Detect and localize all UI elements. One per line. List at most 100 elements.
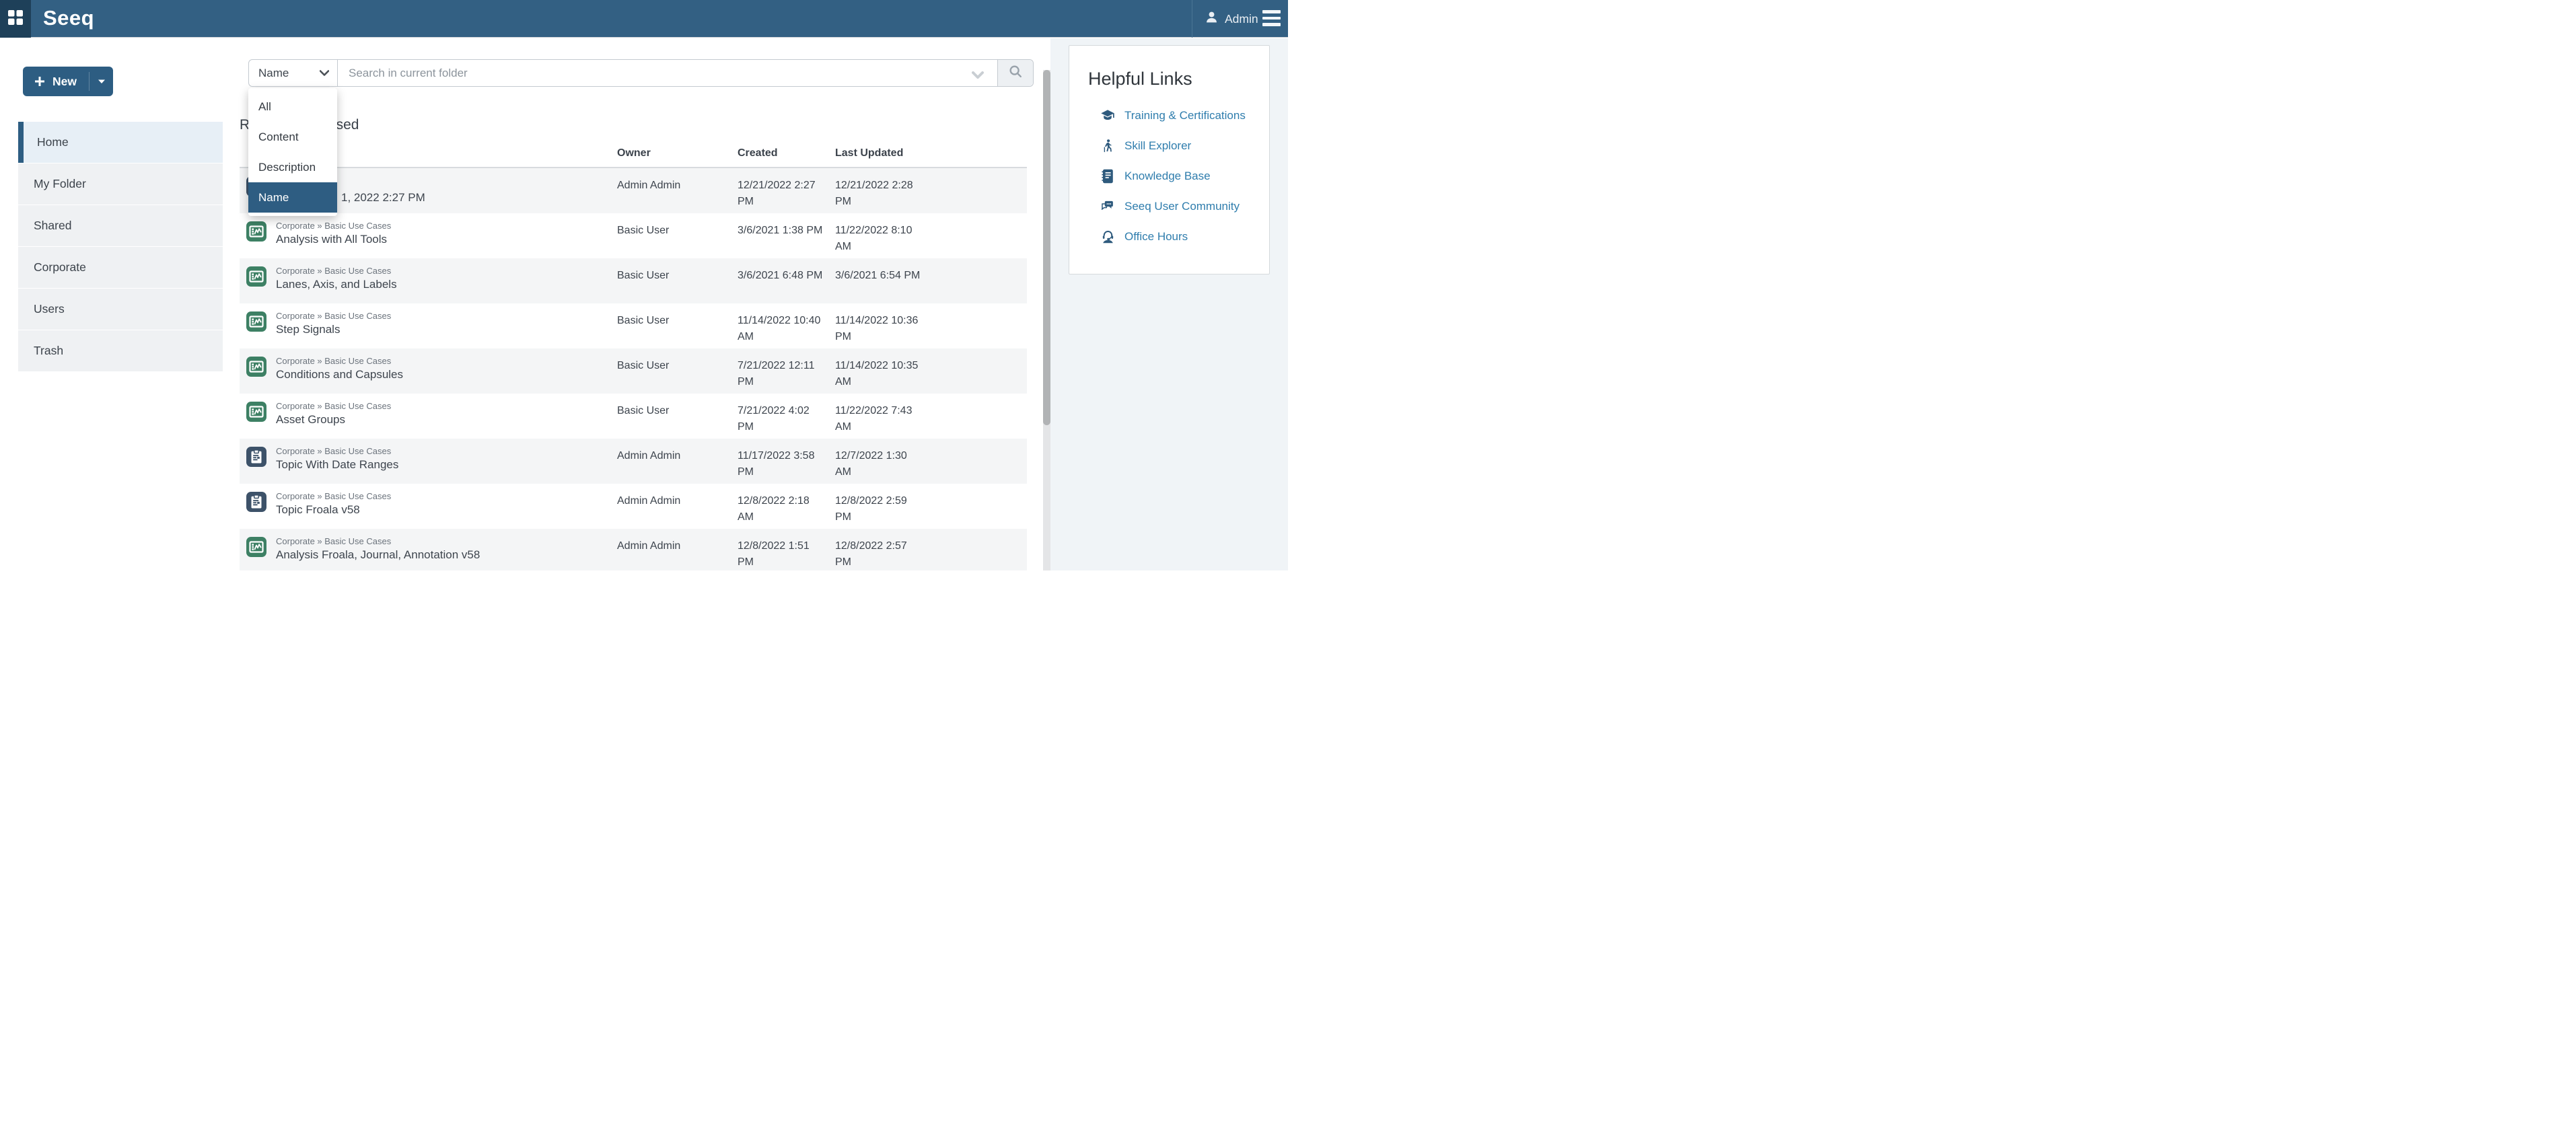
journal-icon bbox=[1102, 169, 1113, 183]
helpful-link-office-hours[interactable]: Office Hours bbox=[1069, 221, 1269, 252]
filter-menu-option-content[interactable]: Content bbox=[258, 130, 299, 143]
table-row[interactable]: Corporate » Basic Use Cases Asset Groups… bbox=[240, 394, 1027, 439]
item-owner: Basic User bbox=[617, 270, 670, 281]
item-name[interactable]: Asset Groups bbox=[276, 413, 345, 426]
item-owner: Basic User bbox=[617, 225, 670, 236]
item-created: 7/21/2022 4:02 PM bbox=[738, 405, 810, 433]
search-button[interactable] bbox=[997, 60, 1033, 86]
comments-icon bbox=[1099, 199, 1116, 214]
filter-menu-option-all[interactable]: All bbox=[258, 100, 271, 113]
comments-icon bbox=[1101, 200, 1113, 210]
item-name[interactable]: 1, 2022 2:27 PM bbox=[341, 191, 425, 204]
plus-icon bbox=[34, 76, 45, 87]
item-type-icon bbox=[246, 492, 266, 512]
item-name[interactable]: Topic With Date Ranges bbox=[276, 458, 399, 471]
helpful-links-list: Training & Certifications Skill Explorer… bbox=[1069, 100, 1269, 252]
user-icon bbox=[1205, 10, 1219, 28]
helpful-link-skill-explorer[interactable]: Skill Explorer bbox=[1069, 131, 1269, 161]
item-name[interactable]: Lanes, Axis, and Labels bbox=[276, 278, 397, 291]
scrollbar-thumb[interactable] bbox=[1043, 70, 1050, 425]
item-type-icon bbox=[246, 311, 266, 332]
helpful-links-title: Helpful Links bbox=[1088, 69, 1192, 89]
user-menu[interactable]: Admin bbox=[1205, 0, 1258, 38]
item-name[interactable]: Topic Froala v58 bbox=[276, 503, 360, 516]
seeq-home-page: Seeq Admin Helpful Links Training & Cert… bbox=[0, 0, 1288, 570]
new-dropdown-toggle[interactable] bbox=[89, 72, 113, 91]
table-row[interactable]: 1, 2022 2:27 PM Admin Admin 12/21/2022 2… bbox=[240, 168, 1027, 213]
item-updated: 12/7/2022 1:30 AM bbox=[835, 450, 907, 478]
item-updated: 12/8/2022 2:57 PM bbox=[835, 540, 907, 568]
graduation-cap-icon bbox=[1101, 109, 1114, 120]
user-label: Admin bbox=[1225, 11, 1258, 26]
item-name[interactable]: Step Signals bbox=[276, 323, 341, 336]
search-history-chevron-icon[interactable] bbox=[972, 70, 984, 82]
item-type-icon bbox=[246, 537, 266, 557]
column-header-owner[interactable]: Owner bbox=[617, 147, 651, 159]
item-type-icon bbox=[246, 357, 266, 377]
helpful-link-training-certifications[interactable]: Training & Certifications bbox=[1069, 100, 1269, 131]
helpful-link-knowledge-base[interactable]: Knowledge Base bbox=[1069, 161, 1269, 191]
search-bar: Name Search in current folder bbox=[248, 59, 1034, 87]
item-breadcrumb: Corporate » Basic Use Cases bbox=[276, 221, 392, 231]
item-breadcrumb: Corporate » Basic Use Cases bbox=[276, 536, 392, 546]
item-created: 12/8/2022 2:18 AM bbox=[738, 495, 810, 523]
table-row[interactable]: Corporate » Basic Use Cases Lanes, Axis,… bbox=[240, 258, 1027, 303]
item-owner: Admin Admin bbox=[617, 495, 681, 507]
item-type-icon bbox=[246, 266, 266, 287]
item-breadcrumb: Corporate » Basic Use Cases bbox=[276, 401, 392, 411]
item-updated: 11/14/2022 10:36 PM bbox=[835, 315, 919, 342]
filter-menu-option-name[interactable]: Name bbox=[248, 182, 337, 213]
topic-clipboard-icon bbox=[251, 494, 262, 509]
item-breadcrumb: Corporate » Basic Use Cases bbox=[276, 356, 392, 366]
item-name[interactable]: Analysis Froala, Journal, Annotation v58 bbox=[276, 548, 480, 561]
sidebar-item-corporate[interactable]: Corporate bbox=[18, 247, 223, 288]
sidebar-nav: Home My Folder Shared Corporate Users Tr… bbox=[18, 122, 223, 372]
item-created: 7/21/2022 12:11 PM bbox=[738, 360, 815, 388]
item-name[interactable]: Analysis with All Tools bbox=[276, 233, 388, 246]
search-filter-menu: All Content Description Name bbox=[248, 88, 337, 216]
filter-menu-option-description[interactable]: Description bbox=[258, 160, 316, 174]
apps-grid-button[interactable] bbox=[0, 0, 31, 38]
table-row[interactable]: Corporate » Basic Use Cases Topic Froala… bbox=[240, 484, 1027, 529]
item-updated: 12/21/2022 2:28 PM bbox=[835, 180, 913, 207]
column-header-created[interactable]: Created bbox=[738, 147, 778, 159]
helpful-link-seeq-user-community[interactable]: Seeq User Community bbox=[1069, 191, 1269, 221]
hiker-icon bbox=[1104, 139, 1112, 152]
new-button-label: New bbox=[52, 74, 77, 88]
item-name[interactable]: Conditions and Capsules bbox=[276, 368, 404, 381]
sidebar-item-home[interactable]: Home bbox=[18, 122, 223, 163]
sidebar-item-shared[interactable]: Shared bbox=[18, 205, 223, 246]
table-row[interactable]: Corporate » Basic Use Cases Analysis wit… bbox=[240, 213, 1027, 258]
table-row[interactable]: Corporate » Basic Use Cases Analysis Fro… bbox=[240, 529, 1027, 570]
analysis-trend-icon bbox=[249, 541, 264, 553]
item-owner: Admin Admin bbox=[617, 450, 681, 462]
search-filter-value: Name bbox=[258, 66, 289, 79]
headset-icon bbox=[1099, 229, 1116, 245]
item-breadcrumb: Corporate » Basic Use Cases bbox=[276, 311, 392, 321]
item-owner: Basic User bbox=[617, 405, 670, 416]
hamburger-menu-icon[interactable] bbox=[1262, 10, 1281, 30]
sidebar-item-trash[interactable]: Trash bbox=[18, 330, 223, 371]
sidebar-item-users[interactable]: Users bbox=[18, 289, 223, 330]
item-created: 3/6/2021 6:48 PM bbox=[738, 270, 823, 281]
table-header-row: Name Owner Created Last Updated bbox=[240, 140, 1027, 168]
headset-icon bbox=[1102, 230, 1113, 243]
column-header-updated[interactable]: Last Updated bbox=[835, 147, 904, 159]
item-type-icon bbox=[246, 402, 266, 422]
item-updated: 11/22/2022 7:43 AM bbox=[835, 405, 913, 433]
new-button[interactable]: New bbox=[23, 67, 113, 96]
sidebar-item-my-folder[interactable]: My Folder bbox=[18, 163, 223, 205]
analysis-trend-icon bbox=[249, 316, 264, 328]
table-row[interactable]: Corporate » Basic Use Cases Topic With D… bbox=[240, 439, 1027, 484]
table-row[interactable]: Corporate » Basic Use Cases Step Signals… bbox=[240, 303, 1027, 348]
item-owner: Basic User bbox=[617, 315, 670, 326]
search-filter-select[interactable]: Name bbox=[249, 60, 338, 86]
item-breadcrumb: Corporate » Basic Use Cases bbox=[276, 266, 392, 276]
graduation-cap-icon bbox=[1099, 108, 1116, 123]
table-row[interactable]: Corporate » Basic Use Cases Conditions a… bbox=[240, 348, 1027, 394]
table-body: 1, 2022 2:27 PM Admin Admin 12/21/2022 2… bbox=[240, 168, 1027, 570]
chevron-down-icon bbox=[320, 70, 329, 76]
item-updated: 11/14/2022 10:35 AM bbox=[835, 360, 919, 388]
seeq-logo[interactable]: Seeq bbox=[43, 6, 95, 30]
search-input[interactable]: Search in current folder bbox=[338, 60, 997, 86]
